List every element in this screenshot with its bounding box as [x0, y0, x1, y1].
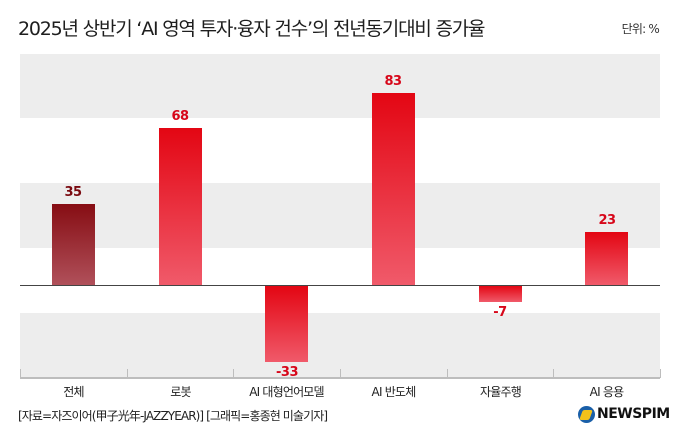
grid-band	[20, 313, 660, 378]
bar-3	[372, 93, 415, 285]
x-axis	[20, 377, 660, 379]
axis-tick	[233, 369, 234, 378]
category-label: AI 응용	[589, 385, 624, 399]
axis-tick	[447, 369, 448, 378]
value-label: 83	[384, 74, 402, 89]
axis-tick	[20, 369, 21, 378]
axis-tick	[553, 369, 554, 378]
bar-2	[265, 286, 308, 362]
value-label: -7	[493, 305, 507, 320]
zero-line	[20, 285, 660, 286]
category-label: AI 반도체	[371, 385, 417, 399]
grid-band	[20, 54, 660, 118]
bar-0	[52, 204, 95, 285]
bar-5	[585, 232, 628, 285]
axis-tick	[340, 369, 341, 378]
axis-tick	[660, 369, 661, 378]
plot-area: 35 68 -33 83 -7 23	[20, 54, 661, 380]
chart-title: 2025년 상반기 ‘AI 영역 투자·융자 건수’의 전년동기대비 증가율	[18, 18, 486, 40]
logo-text: NEWSPIM	[597, 406, 670, 422]
bar-1	[159, 128, 202, 285]
value-label: 35	[64, 185, 82, 200]
category-label: 로봇	[170, 385, 191, 399]
value-label: 23	[598, 213, 616, 228]
category-label: 전체	[63, 385, 84, 399]
category-label: AI 대형언어모델	[249, 385, 324, 399]
newspim-logo: NEWSPIM	[578, 405, 670, 423]
value-label: 68	[171, 109, 189, 124]
category-label: 자율주행	[480, 385, 522, 399]
axis-tick	[127, 369, 128, 378]
bar-4	[479, 286, 522, 302]
source-credit: [자료=자즈이어(甲子光年-JAZZYEAR)] [그래픽=홍종현 미술기자]	[18, 409, 328, 423]
value-label: -33	[276, 365, 299, 380]
grid-band	[20, 183, 660, 248]
unit-label: 단위: %	[621, 22, 660, 36]
newspim-logo-icon	[578, 405, 595, 423]
